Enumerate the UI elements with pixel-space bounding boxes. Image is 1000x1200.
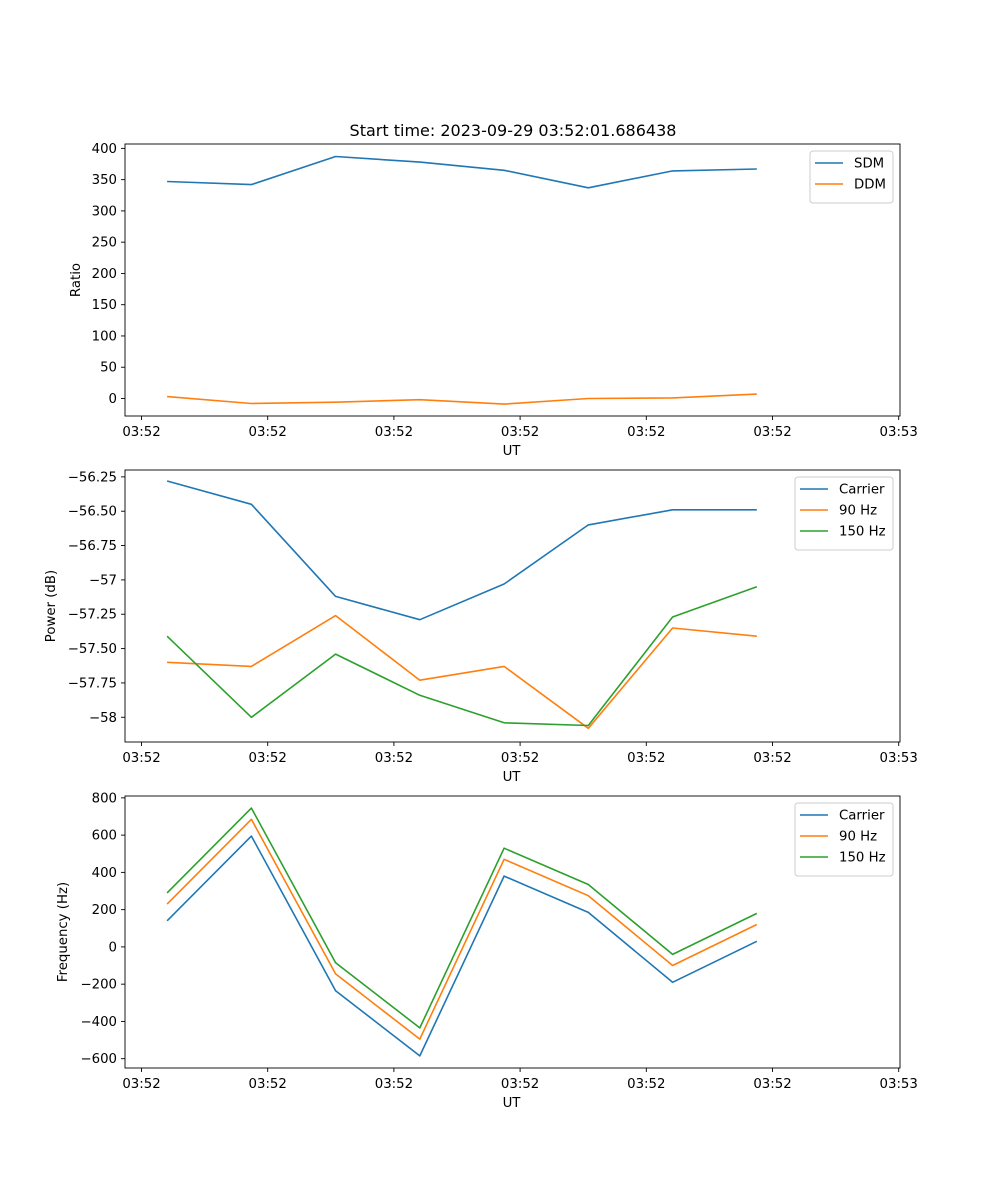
power-y-tick-label: −57 — [89, 573, 117, 588]
ratio-x-tick-label: 03:52 — [122, 425, 160, 440]
power-x-tick-label: 03:52 — [122, 751, 160, 766]
frequency-y-tick-label: 600 — [92, 829, 117, 844]
power-legend-label: Carrier — [839, 483, 885, 498]
figure-title: Start time: 2023-09-29 03:52:01.686438 — [350, 121, 677, 140]
ratio-y-tick-label: 100 — [92, 329, 117, 344]
ratio-y-axis-label: Ratio — [69, 263, 84, 297]
ratio-x-tick-label: 03:52 — [501, 425, 539, 440]
frequency-axes-frame — [124, 795, 901, 1069]
frequency-y-tick-label: 0 — [109, 940, 117, 955]
ratio-legend-label: SDM — [854, 157, 884, 172]
frequency-y-tick-label: 200 — [92, 903, 117, 918]
power-axes-frame — [124, 469, 901, 743]
power-y-tick-label: −56.25 — [68, 470, 117, 485]
frequency-y-tick-label: −400 — [80, 1015, 117, 1030]
power-x-tick-label: 03:52 — [375, 751, 413, 766]
ratio-y-tick-label: 400 — [92, 142, 117, 157]
frequency-y-tick-label: −600 — [80, 1052, 117, 1067]
ratio-y-tick-label: 0 — [109, 392, 117, 407]
power-y-tick-label: −57.50 — [68, 642, 117, 657]
frequency-x-tick-label: 03:52 — [753, 1077, 791, 1092]
ratio-legend-label: DDM — [854, 178, 886, 193]
power-x-tick-label: 03:52 — [753, 751, 791, 766]
power-x-tick-label: 03:52 — [627, 751, 665, 766]
ratio-legend-box — [809, 150, 894, 204]
power-y-axis-label: Power (dB) — [44, 570, 59, 642]
frequency-x-axis-label: UT — [503, 1096, 522, 1111]
power-y-tick-label: −56.75 — [68, 539, 117, 554]
frequency-legend-label: 90 Hz — [839, 830, 877, 845]
power-x-tick-label: 03:53 — [880, 751, 918, 766]
ratio-x-tick-label: 03:52 — [249, 425, 287, 440]
power-panel: −58 −57.75 −57.50 −57.25 −57 −56.75 −56.50 −56.… — [44, 469, 918, 785]
ratio-y-tick-label: 250 — [92, 236, 117, 251]
frequency-x-tick-label: 03:52 — [249, 1077, 287, 1092]
power-x-tick-label: 03:52 — [249, 751, 287, 766]
power-y-tick-label: −57.75 — [68, 676, 117, 691]
frequency-y-axis-label: Frequency (Hz) — [56, 882, 71, 982]
ratio-y-tick-label: 350 — [92, 173, 117, 188]
ratio-series-line-sdm — [167, 155, 757, 189]
frequency-series-line-90-hz — [166, 818, 758, 1040]
power-x-tick-label: 03:52 — [501, 751, 539, 766]
frequency-x-tick-label: 03:52 — [627, 1077, 665, 1092]
power-series-line-carrier — [166, 480, 757, 621]
frequency-x-tick-label: 03:52 — [122, 1077, 160, 1092]
ratio-y-tick-label: 300 — [92, 204, 117, 219]
frequency-x-tick-label: 03:53 — [880, 1077, 918, 1092]
power-y-tick-label: −56.50 — [68, 505, 117, 520]
power-legend-label: 90 Hz — [839, 504, 877, 519]
power-y-tick-label: −58 — [89, 711, 117, 726]
power-series-line-90-hz — [167, 614, 757, 730]
power-series-line-150-hz — [166, 586, 758, 727]
ratio-x-tick-label: 03:53 — [880, 425, 918, 440]
frequency-y-tick-label: 800 — [92, 791, 117, 806]
frequency-y-tick-label: 400 — [92, 866, 117, 881]
ratio-y-tick-label: 200 — [92, 267, 117, 282]
frequency-series-line-150-hz — [166, 807, 758, 1029]
ratio-series-line-ddm — [167, 393, 757, 405]
ratio-x-tick-label: 03:52 — [753, 425, 791, 440]
power-legend-label: 150 Hz — [839, 525, 886, 540]
power-x-axis-label: UT — [503, 770, 522, 785]
frequency-legend-label: 150 Hz — [839, 851, 886, 866]
frequency-panel: −600 −400 −200 0 200 400 600 800 03:52 03:52 03:52… — [56, 791, 918, 1111]
frequency-x-tick-label: 03:52 — [375, 1077, 413, 1092]
ratio-axes-frame — [124, 143, 901, 417]
ratio-y-tick-label: 150 — [92, 298, 117, 313]
frequency-legend-label: Carrier — [839, 809, 885, 824]
ratio-panel: 0 50 100 150 200 250 300 350 400 03:52 03:52 03:52 0… — [69, 142, 918, 459]
frequency-y-tick-label: −200 — [80, 978, 117, 993]
power-y-tick-label: −57.25 — [68, 608, 117, 623]
ratio-x-tick-label: 03:52 — [627, 425, 665, 440]
frequency-x-tick-label: 03:52 — [501, 1077, 539, 1092]
ratio-x-tick-label: 03:52 — [375, 425, 413, 440]
ratio-y-tick-label: 50 — [100, 361, 117, 376]
ratio-x-axis-label: UT — [503, 444, 522, 459]
frequency-series-line-carrier — [166, 835, 758, 1057]
